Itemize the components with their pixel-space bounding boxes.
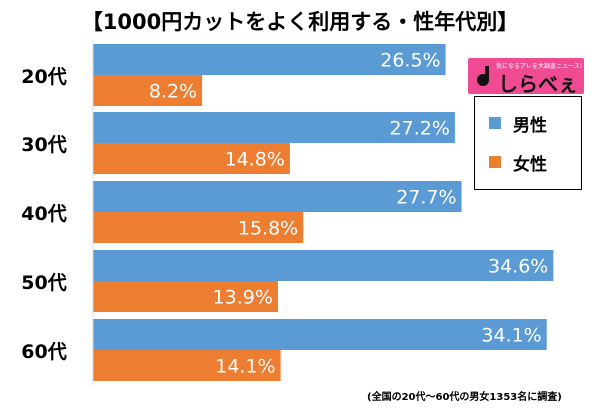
data-label: 27.7% — [396, 187, 456, 209]
logo-tagline: 気になるアレを大調査ニュース! — [496, 63, 583, 70]
category-label: 50代 — [21, 272, 66, 294]
data-label: 15.8% — [238, 218, 298, 240]
bar-male — [93, 112, 455, 143]
data-label: 34.1% — [481, 325, 541, 347]
legend-swatch-male — [489, 117, 501, 129]
chart-legend: 男性 女性 — [474, 96, 582, 190]
bar-male — [93, 44, 446, 75]
shirabee-logo: 気になるアレを大調査ニュース! しらべぇ — [468, 58, 584, 96]
bar-male — [93, 250, 554, 281]
bar-male — [93, 181, 462, 212]
legend-label-female: 女性 — [513, 154, 547, 175]
data-label: 8.2% — [149, 81, 197, 103]
category-label: 20代 — [21, 66, 66, 88]
data-label: 34.6% — [488, 256, 548, 278]
data-label: 14.1% — [215, 356, 275, 378]
data-label: 26.5% — [380, 50, 440, 72]
legend-label-male: 男性 — [513, 115, 547, 136]
legend-item-female: 女性 — [489, 151, 547, 175]
category-label: 60代 — [21, 341, 66, 363]
bar-female — [93, 212, 304, 243]
bar-male — [93, 319, 547, 350]
bar-female — [93, 281, 278, 312]
category-label: 30代 — [21, 134, 66, 156]
chart-title: 【1000円カットをよく利用する・性年代別】 — [81, 10, 519, 34]
legend-swatch-female — [489, 156, 501, 168]
legend-item-male: 男性 — [489, 112, 547, 136]
bar-female — [93, 75, 203, 106]
logo-text: しらべぇ — [498, 72, 578, 96]
category-label: 40代 — [21, 203, 66, 225]
data-label: 27.2% — [390, 118, 450, 140]
bar-female — [93, 350, 281, 381]
data-label: 13.9% — [213, 287, 273, 309]
logo-mark-icon — [477, 66, 489, 86]
survey-note: (全国の20代～60代の男女1353名に調査) — [367, 392, 562, 403]
data-label: 14.8% — [225, 149, 285, 171]
bar-female — [93, 143, 290, 174]
